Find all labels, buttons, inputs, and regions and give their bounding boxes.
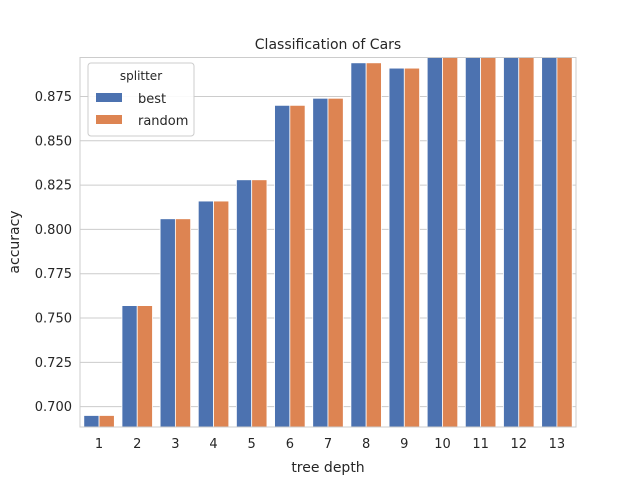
y-tick-label: 0.800	[35, 223, 72, 238]
x-tick-labels: 1 2 3 4 5 6 7 8 9 10 11 12 13	[95, 437, 565, 452]
y-tick-label: 0.725	[35, 356, 72, 371]
y-tick-label: 0.775	[35, 267, 72, 282]
y-tick-label: 0.850	[35, 134, 72, 149]
y-tick-label: 0.875	[35, 90, 72, 105]
bar-best-10	[426, 57, 443, 428]
y-tick-label: 0.700	[35, 400, 72, 415]
bar-best-4	[197, 200, 214, 428]
bars	[83, 57, 573, 428]
bar-best-12	[503, 57, 520, 428]
chart-title: Classification of Cars	[255, 37, 401, 53]
x-tick-label: 11	[472, 437, 489, 452]
bar-best-6	[274, 104, 291, 428]
bar-best-1	[83, 415, 100, 428]
bar-best-13	[541, 57, 558, 428]
x-tick-label: 9	[400, 437, 408, 452]
bar-best-9	[388, 67, 405, 428]
bar-random-4	[213, 200, 230, 428]
bar-best-7	[312, 97, 329, 428]
legend-label-best: best	[138, 92, 166, 107]
x-tick-label: 4	[209, 437, 217, 452]
bar-random-13	[556, 57, 573, 428]
y-axis-label: accuracy	[7, 210, 23, 273]
bar-best-8	[350, 62, 367, 428]
x-axis-label: tree depth	[291, 460, 364, 476]
y-tick-labels: 0.700 0.725 0.750 0.775 0.800 0.825 0.850 0.875	[35, 90, 72, 415]
bar-random-1	[98, 415, 115, 428]
bar-random-7	[327, 97, 344, 428]
x-tick-label: 2	[133, 437, 141, 452]
plot-frame	[79, 57, 577, 428]
bar-random-2	[136, 305, 153, 428]
x-tick-label: 1	[95, 437, 103, 452]
legend-swatch-best	[96, 93, 122, 102]
bar-random-10	[442, 57, 459, 428]
bar-random-6	[289, 104, 306, 428]
bar-random-8	[365, 62, 382, 428]
legend-title: splitter	[120, 69, 162, 83]
x-tick-label: 6	[286, 437, 294, 452]
bar-random-9	[403, 67, 420, 428]
bar-best-3	[159, 218, 176, 428]
x-tick-label: 12	[510, 437, 527, 452]
y-tick-label: 0.750	[35, 312, 72, 327]
x-tick-label: 13	[549, 437, 566, 452]
bar-best-11	[464, 57, 482, 428]
bar-random-12	[518, 57, 535, 428]
bar-best-5	[236, 179, 253, 428]
bar-random-11	[480, 57, 497, 428]
legend-swatch-random	[96, 115, 122, 124]
x-tick-label: 3	[171, 437, 179, 452]
bar-random-5	[251, 179, 268, 428]
bar-best-2	[121, 305, 138, 428]
x-tick-label: 7	[324, 437, 332, 452]
x-tick-label: 10	[434, 437, 451, 452]
x-tick-label: 5	[248, 437, 256, 452]
y-tick-label: 0.825	[35, 179, 72, 194]
legend: splitter best random	[87, 62, 195, 137]
bar-random-3	[174, 218, 192, 428]
x-tick-label: 8	[362, 437, 370, 452]
legend-label-random: random	[138, 114, 188, 129]
